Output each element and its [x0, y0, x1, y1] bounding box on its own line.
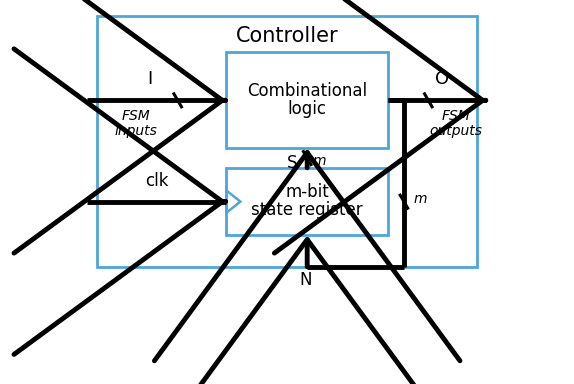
- Text: Combinational: Combinational: [247, 81, 367, 99]
- Text: state register: state register: [251, 201, 363, 219]
- Text: outputs: outputs: [430, 124, 483, 138]
- Text: O: O: [435, 70, 449, 88]
- Text: N: N: [300, 271, 312, 289]
- Text: inputs: inputs: [114, 124, 157, 138]
- Text: clk: clk: [145, 172, 169, 190]
- Text: m: m: [414, 192, 427, 206]
- Text: m: m: [313, 154, 326, 168]
- Text: FSM: FSM: [122, 109, 150, 122]
- Bar: [226, 52, 388, 148]
- Text: logic: logic: [288, 100, 327, 118]
- Bar: [226, 168, 388, 235]
- Text: S: S: [287, 154, 297, 172]
- Text: FSM: FSM: [442, 109, 471, 122]
- Text: Controller: Controller: [236, 26, 338, 46]
- Text: m-bit: m-bit: [285, 183, 329, 201]
- Text: I: I: [147, 70, 153, 88]
